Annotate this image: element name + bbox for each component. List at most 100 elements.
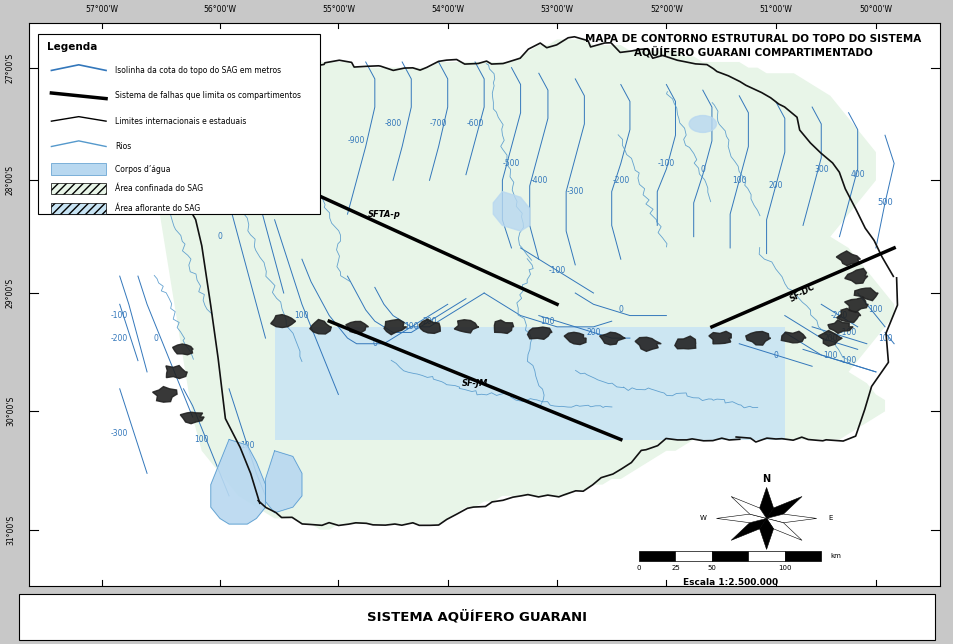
Polygon shape — [674, 336, 695, 349]
Polygon shape — [418, 319, 440, 334]
Text: 28°00'S: 28°00'S — [6, 166, 15, 195]
Polygon shape — [180, 412, 204, 424]
Polygon shape — [844, 269, 867, 284]
Polygon shape — [854, 288, 877, 301]
Text: 27°00'S: 27°00'S — [6, 53, 15, 82]
Text: 0: 0 — [636, 565, 640, 571]
Text: 200: 200 — [422, 317, 436, 326]
Text: 54°00'W: 54°00'W — [431, 594, 464, 603]
Bar — [51, 164, 106, 175]
Polygon shape — [166, 366, 187, 379]
Text: -200: -200 — [111, 334, 129, 343]
Polygon shape — [836, 251, 860, 265]
Text: 100: 100 — [731, 176, 745, 185]
Text: 25: 25 — [670, 565, 679, 571]
Polygon shape — [152, 386, 177, 402]
Text: 57°00'W: 57°00'W — [85, 594, 118, 603]
Text: km: km — [829, 553, 841, 558]
Polygon shape — [759, 518, 773, 549]
Bar — [51, 203, 106, 214]
Text: 31°00'S: 31°00'S — [6, 515, 15, 545]
Text: N: N — [761, 474, 770, 484]
Polygon shape — [156, 39, 893, 529]
Polygon shape — [708, 331, 730, 344]
Text: 200: 200 — [586, 328, 600, 337]
Text: 300: 300 — [813, 165, 828, 173]
Text: 100: 100 — [294, 311, 309, 320]
Polygon shape — [345, 321, 368, 333]
Polygon shape — [766, 514, 816, 523]
Text: 56°00'W: 56°00'W — [203, 5, 236, 14]
Polygon shape — [211, 439, 265, 524]
Text: Área confinada do SAG: Área confinada do SAG — [115, 184, 203, 193]
Text: 0: 0 — [700, 165, 704, 173]
Text: -400: -400 — [530, 176, 547, 185]
Polygon shape — [271, 314, 295, 328]
Polygon shape — [310, 319, 331, 334]
Text: 50°00'W: 50°00'W — [859, 594, 891, 603]
Polygon shape — [766, 518, 801, 540]
Text: -700: -700 — [430, 120, 447, 128]
Polygon shape — [172, 344, 193, 355]
Text: 0: 0 — [372, 339, 376, 348]
Text: -200: -200 — [830, 311, 847, 320]
Text: -300: -300 — [111, 430, 129, 439]
Polygon shape — [836, 308, 860, 323]
Bar — [675, 551, 711, 561]
Text: SF-JM: SF-JM — [461, 379, 488, 388]
Text: 0: 0 — [773, 350, 778, 359]
Text: Legenda: Legenda — [47, 43, 97, 52]
Polygon shape — [781, 331, 805, 343]
Polygon shape — [716, 514, 766, 523]
Polygon shape — [274, 327, 784, 439]
Bar — [19, 594, 934, 639]
Text: 54°00'W: 54°00'W — [431, 5, 464, 14]
Polygon shape — [745, 332, 770, 345]
Text: 0: 0 — [618, 305, 622, 314]
Text: 50°00'W: 50°00'W — [859, 5, 891, 14]
Text: 500: 500 — [876, 198, 892, 207]
Text: Corpos d’água: Corpos d’água — [115, 165, 171, 173]
Text: 0: 0 — [153, 334, 158, 343]
Polygon shape — [827, 320, 852, 334]
Text: -200: -200 — [612, 176, 629, 185]
Polygon shape — [384, 319, 406, 335]
Text: 57°00'W: 57°00'W — [85, 5, 118, 14]
Text: 200: 200 — [768, 182, 782, 191]
Text: 55°00'W: 55°00'W — [321, 594, 355, 603]
Text: Área aflorante do SAG: Área aflorante do SAG — [115, 204, 200, 213]
Text: S: S — [763, 555, 768, 561]
Polygon shape — [730, 518, 766, 540]
Polygon shape — [730, 497, 766, 518]
Polygon shape — [759, 488, 773, 518]
Polygon shape — [527, 327, 552, 339]
Bar — [784, 551, 821, 561]
Text: 56°00'W: 56°00'W — [203, 594, 236, 603]
Text: -900: -900 — [348, 137, 365, 146]
Text: -500: -500 — [502, 159, 519, 168]
Polygon shape — [599, 332, 624, 345]
Text: 100: 100 — [877, 334, 891, 343]
Text: W: W — [699, 515, 705, 522]
Text: Isolinha da cota do topo do SAG em metros: Isolinha da cota do topo do SAG em metro… — [115, 66, 281, 75]
Text: 100: 100 — [194, 435, 209, 444]
Text: 400: 400 — [849, 170, 864, 179]
Text: SISTEMA AQÜÍFERO GUARANI: SISTEMA AQÜÍFERO GUARANI — [367, 610, 586, 623]
Text: MAPA DE CONTORNO ESTRUTURAL DO TOPO DO SISTEMA
AQÜÍFERO GUARANI COMPARTIMENTADO: MAPA DE CONTORNO ESTRUTURAL DO TOPO DO S… — [584, 33, 921, 57]
Text: 51°00'W: 51°00'W — [759, 594, 791, 603]
Polygon shape — [454, 319, 478, 333]
Circle shape — [688, 115, 716, 133]
Bar — [747, 551, 784, 561]
Polygon shape — [635, 337, 660, 352]
Text: 100: 100 — [404, 323, 418, 331]
Text: -100: -100 — [839, 356, 857, 365]
Text: 30°00'S: 30°00'S — [6, 396, 15, 426]
Text: 52°00'W: 52°00'W — [649, 5, 682, 14]
Text: 52°00'W: 52°00'W — [649, 594, 682, 603]
Bar — [38, 34, 320, 214]
Text: -100: -100 — [111, 311, 129, 320]
Text: 100: 100 — [540, 317, 555, 326]
Text: SFTA-p: SFTA-p — [367, 210, 400, 218]
Text: Rios: Rios — [115, 142, 132, 151]
Text: Limites internacionais e estaduais: Limites internacionais e estaduais — [115, 117, 246, 126]
